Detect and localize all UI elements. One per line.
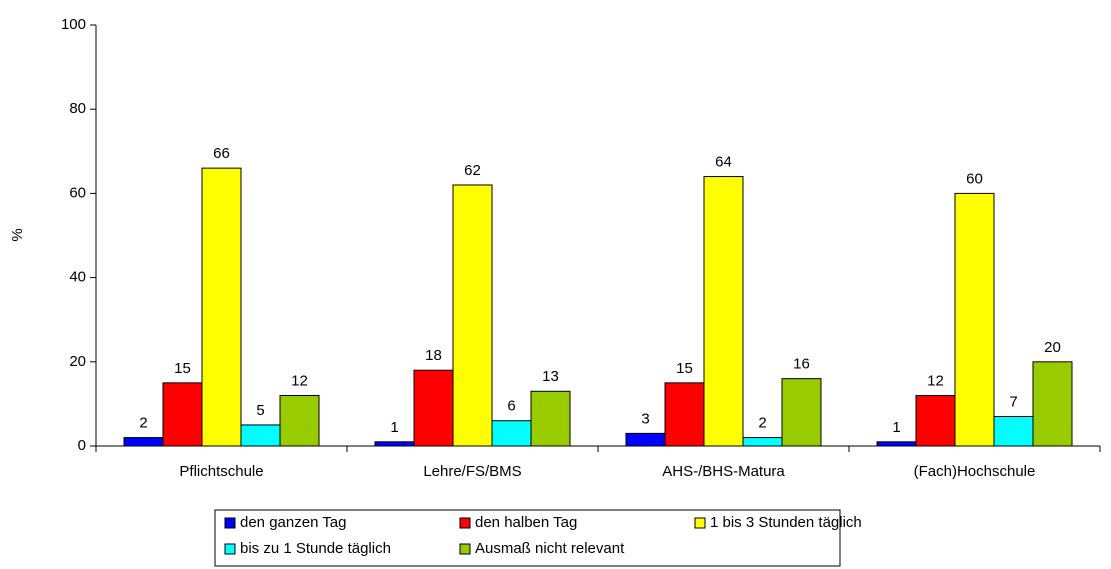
- data-label: 2: [139, 415, 147, 432]
- bar: [201, 167, 242, 447]
- legend-label: 1 bis 3 Stunden täglich: [710, 514, 862, 531]
- y-tick-label: 80: [69, 100, 86, 117]
- x-tick-label: AHS-/BHS-Matura: [662, 463, 785, 480]
- data-label: 15: [676, 360, 693, 377]
- data-label: 5: [256, 402, 264, 419]
- legend-swatch: [224, 543, 236, 555]
- bar: [993, 416, 1034, 447]
- bar: [530, 390, 571, 447]
- bar: [1032, 361, 1073, 447]
- bar: [240, 424, 281, 447]
- y-tick-label: 60: [69, 184, 86, 201]
- bar: [954, 192, 995, 447]
- data-label: 18: [425, 347, 442, 364]
- bar: [374, 441, 415, 447]
- bar: [742, 437, 783, 447]
- y-tick-label: 20: [69, 353, 86, 370]
- bar: [162, 382, 203, 447]
- legend-label: den halben Tag: [475, 514, 577, 531]
- data-label: 13: [542, 368, 559, 385]
- legend-swatch: [694, 517, 706, 529]
- data-label: 2: [758, 415, 766, 432]
- bar: [625, 432, 666, 447]
- data-label: 6: [507, 398, 515, 415]
- legend-label: Ausmaß nicht relevant: [475, 540, 625, 557]
- bar: [491, 420, 532, 447]
- bar: [703, 176, 744, 447]
- bar: [781, 378, 822, 447]
- legend-label: den ganzen Tag: [240, 514, 347, 531]
- data-label: 60: [966, 170, 983, 187]
- data-label: 16: [793, 356, 810, 373]
- bar: [876, 441, 917, 447]
- bar: [279, 394, 320, 447]
- data-label: 12: [291, 372, 308, 389]
- data-label: 64: [715, 154, 732, 171]
- bar: [664, 382, 705, 447]
- data-label: 62: [464, 162, 481, 179]
- bar: [915, 394, 956, 447]
- legend-label: bis zu 1 Stunde täglich: [240, 540, 391, 557]
- x-tick-label: Pflichtschule: [179, 463, 263, 480]
- data-label: 20: [1044, 339, 1061, 356]
- data-label: 66: [213, 145, 230, 162]
- data-label: 15: [174, 360, 191, 377]
- data-label: 1: [390, 419, 398, 436]
- y-tick-label: 40: [69, 269, 86, 286]
- bar: [123, 437, 164, 447]
- data-label: 7: [1009, 393, 1017, 410]
- legend-swatch: [459, 517, 471, 529]
- y-tick-label: 100: [61, 16, 86, 33]
- x-tick-label: Lehre/FS/BMS: [423, 463, 521, 480]
- bar: [452, 184, 493, 447]
- data-label: 3: [641, 410, 649, 427]
- y-tick-label: 0: [78, 437, 86, 454]
- y-axis-label: %: [9, 228, 26, 241]
- data-label: 12: [927, 372, 944, 389]
- data-label: 1: [892, 419, 900, 436]
- x-tick-label: (Fach)Hochschule: [914, 463, 1036, 480]
- legend-box: [214, 509, 841, 567]
- bar: [413, 369, 454, 447]
- legend-swatch: [459, 543, 471, 555]
- legend-swatch: [224, 517, 236, 529]
